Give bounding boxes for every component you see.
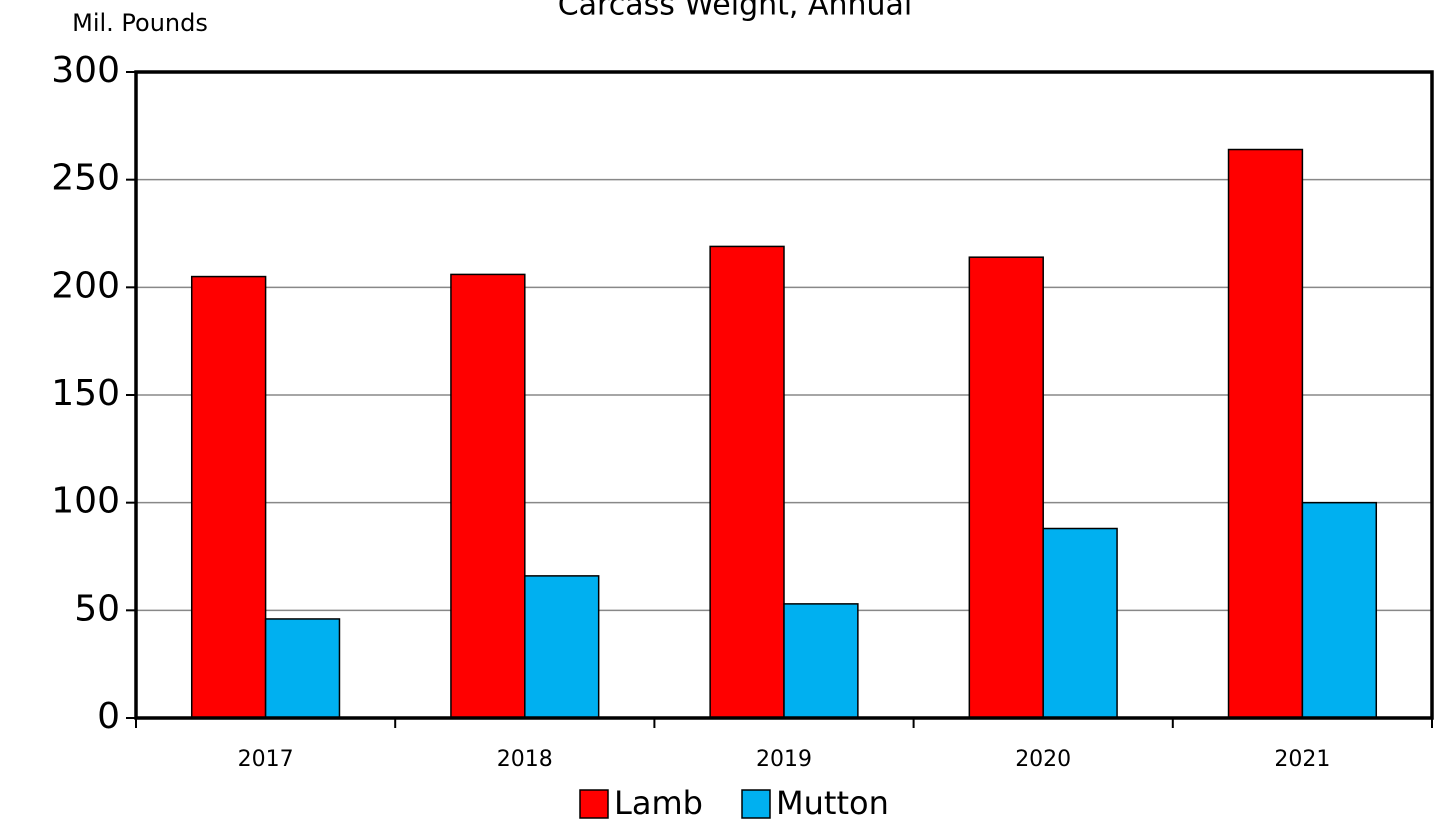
y-tick-label: 150 (51, 373, 120, 414)
x-tick-label: 2019 (756, 747, 812, 772)
y-tick-label: 50 (74, 588, 120, 629)
plot-frame (134, 70, 1434, 720)
bar (264, 618, 341, 719)
y-tick-label: 200 (51, 265, 120, 306)
bar (783, 603, 859, 719)
legend-swatch (741, 789, 771, 819)
y-axis-label: Mil. Pounds (72, 9, 208, 37)
y-tick-label: 100 (51, 481, 120, 522)
chart-title: Carcass Weight, Annual (558, 0, 913, 23)
bar (190, 275, 267, 719)
bar (968, 256, 1044, 719)
x-tick-label: 2021 (1274, 747, 1330, 772)
bar (450, 273, 526, 719)
bar (1301, 501, 1378, 719)
legend-label: Lamb (614, 784, 703, 821)
y-tick-label: 300 (51, 50, 120, 91)
bar (1042, 527, 1118, 719)
x-tick-label: 2017 (238, 747, 294, 772)
bar (709, 245, 785, 719)
y-tick-label: 0 (97, 696, 120, 737)
x-tick-label: 2018 (497, 747, 553, 772)
x-tick-label: 2020 (1015, 747, 1071, 772)
bar (524, 575, 600, 719)
bar (1227, 148, 1304, 719)
y-tick-label: 250 (51, 158, 120, 199)
legend-swatch (579, 789, 609, 819)
legend-label: Mutton (776, 784, 889, 821)
